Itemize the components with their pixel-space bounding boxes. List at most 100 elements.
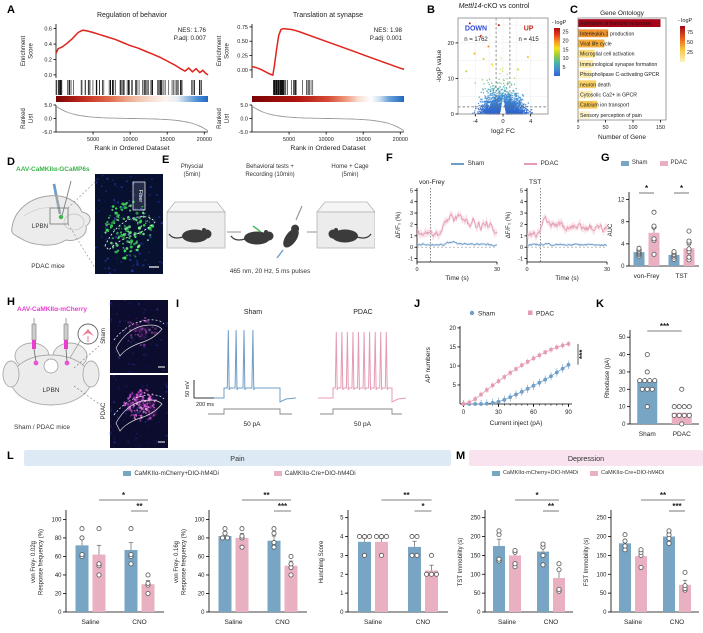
hunching-score-chart: 0 1 2 3 4 5 Hunching Score Saline CNO ** * (314, 486, 452, 633)
gsea-translation-at-synapse-chart: Translation at synapse NES: 1.98 P.adj: 0.… (214, 8, 412, 159)
svg-text:UP: UP (524, 25, 534, 32)
fst-immobility-chart: 0 50 100 150 200 250 FST Immobility (s) Saline C… (579, 486, 703, 633)
svg-text:150: 150 (596, 553, 607, 559)
svg-text:8: 8 (621, 220, 625, 226)
svg-text:0.25: 0.25 (237, 54, 248, 60)
svg-text:*: * (421, 502, 425, 511)
svg-text:50: 50 (602, 125, 608, 131)
volcano-title-rest: -cKO vs control (481, 3, 530, 10)
svg-text:TST: TST (529, 179, 541, 186)
panel-label-f: F (386, 152, 393, 164)
svg-text:15: 15 (563, 47, 569, 53)
hm4di-legend-pain: CaMKIIα-mCherry+DIO-hM4Di CaMKIIα-Cre+DI… (28, 470, 451, 477)
svg-text:1: 1 (340, 591, 344, 597)
svg-text:3: 3 (410, 211, 413, 217)
svg-text:n = 415: n = 415 (519, 37, 540, 43)
svg-text:150: 150 (656, 125, 665, 131)
svg-text:2: 2 (410, 222, 413, 228)
svg-text:15000: 15000 (160, 137, 175, 143)
svg-text:von Frey- 0.16g: von Frey- 0.16g (174, 541, 180, 583)
svg-text:1: 1 (520, 234, 523, 240)
svg-text:100: 100 (628, 125, 637, 131)
svg-text:60: 60 (198, 554, 205, 560)
svg-text:- logP: - logP (552, 20, 567, 26)
svg-text:90: 90 (565, 410, 572, 416)
svg-text:PDAC mice: PDAC mice (31, 263, 65, 270)
stage-home-cage: Home + Cage (5min) (331, 164, 369, 178)
svg-text:0: 0 (525, 267, 528, 273)
stage-behavior-recording: Behavioral tests + Recording (10min) (245, 164, 295, 178)
svg-text:10000: 10000 (122, 137, 137, 143)
svg-text:Enrichment: Enrichment (217, 36, 223, 67)
panel-label-h: H (7, 296, 15, 308)
svg-text:***: *** (278, 502, 288, 511)
svg-text:-1: -1 (408, 257, 413, 263)
svg-text:80: 80 (55, 536, 62, 542)
svg-text:Sensory perception of pain: Sensory perception of pain (580, 113, 642, 119)
legend-item-pdac: PDAC (524, 160, 559, 167)
svg-text:**: ** (548, 502, 555, 511)
sham-pdac-mice-caption: Sham / PDAC mice (14, 424, 70, 431)
svg-text:Enrichment: Enrichment (21, 36, 27, 67)
svg-text:Phospholipase C-activating GPC: Phospholipase C-activating GPCR (580, 72, 660, 78)
svg-text:log2 FC: log2 FC (491, 128, 515, 135)
svg-text:80: 80 (198, 536, 205, 542)
svg-text:40: 40 (55, 573, 62, 579)
svg-text:Cytosolic Ca2+ in GPCR: Cytosolic Ca2+ in GPCR (580, 93, 637, 99)
svg-text:0.0: 0.0 (44, 117, 52, 123)
svg-text:LPBN: LPBN (32, 223, 48, 230)
svg-text:1: 1 (410, 234, 413, 240)
svg-text:0: 0 (410, 245, 413, 251)
svg-text:Sham: Sham (639, 431, 656, 438)
svg-text:-5.0: -5.0 (43, 130, 52, 136)
svg-text:TST: TST (675, 273, 687, 280)
svg-text:Saline: Saline (81, 619, 99, 626)
svg-text:25: 25 (563, 30, 569, 36)
rheobase-bar-chart: 0 10 20 30 40 50 Rheobase (pA) Sham PDAC *** (600, 308, 703, 447)
svg-text:Time (s): Time (s) (555, 275, 579, 282)
svg-text:50: 50 (619, 335, 626, 341)
pain-header-band: Pain (24, 450, 451, 466)
svg-text:Viral life cycle: Viral life cycle (580, 42, 612, 48)
svg-text:Microglial cell activation: Microglial cell activation (580, 52, 635, 58)
svg-text:50 mV: 50 mV (185, 381, 191, 397)
panel-label-j: J (414, 298, 421, 310)
svg-text:Time (s): Time (s) (445, 275, 469, 282)
svg-text:Regulation of behavior: Regulation of behavior (97, 12, 168, 19)
svg-text:4: 4 (621, 242, 625, 248)
svg-text:AP numbers: AP numbers (425, 346, 432, 382)
gene-ontology-chart: Gene Ontology Activation of immune respon… (576, 8, 703, 161)
svg-text:0: 0 (520, 245, 523, 251)
svg-text:0.6: 0.6 (44, 27, 52, 33)
svg-text:20: 20 (448, 41, 454, 47)
pdac-line-swatch (524, 162, 538, 165)
mcherry-image-pdac: PDAC (100, 374, 169, 453)
svg-text:3: 3 (520, 211, 523, 217)
svg-text:ΔF/F₀ (%): ΔF/F₀ (%) (506, 212, 512, 239)
legend-item-sham: Sham (451, 160, 484, 167)
svg-text:LPBN: LPBN (43, 387, 60, 394)
sham-line-swatch (451, 162, 465, 165)
gcamp-fluorescence-image: Fiber (94, 174, 164, 279)
svg-text:60: 60 (55, 554, 62, 560)
svg-text:Saline: Saline (224, 619, 242, 626)
svg-text:PDAC: PDAC (673, 431, 691, 438)
legend-item-mcherry: CaMKIIα-mCherry+DIO-hM4Di (123, 470, 219, 477)
svg-text:von-Frey: von-Frey (634, 273, 660, 280)
panel-label-d: D (7, 156, 15, 168)
svg-text:10000: 10000 (318, 137, 333, 143)
svg-text:TST Immobility (s): TST Immobility (s) (458, 538, 464, 587)
svg-text:Response frequency (%): Response frequency (%) (39, 529, 45, 595)
svg-text:5: 5 (563, 65, 566, 71)
svg-text:Sham: Sham (478, 311, 495, 318)
panel-label-i: I (176, 298, 180, 310)
svg-text:0.4: 0.4 (44, 42, 52, 48)
svg-text:0.00: 0.00 (237, 68, 248, 74)
mcherry-virus-label: AAV-CaMKIIα-mCherry (17, 306, 87, 313)
legend-item-sham: Sham (620, 160, 648, 166)
svg-text:AUC: AUC (608, 223, 614, 236)
svg-text:**: ** (263, 491, 270, 500)
svg-text:CNO: CNO (275, 619, 289, 626)
gsea-regulation-of-behavior-chart: Regulation of behavior NES: 1.76 P.adj: 0.… (18, 8, 216, 159)
svg-text:***: *** (672, 502, 682, 511)
